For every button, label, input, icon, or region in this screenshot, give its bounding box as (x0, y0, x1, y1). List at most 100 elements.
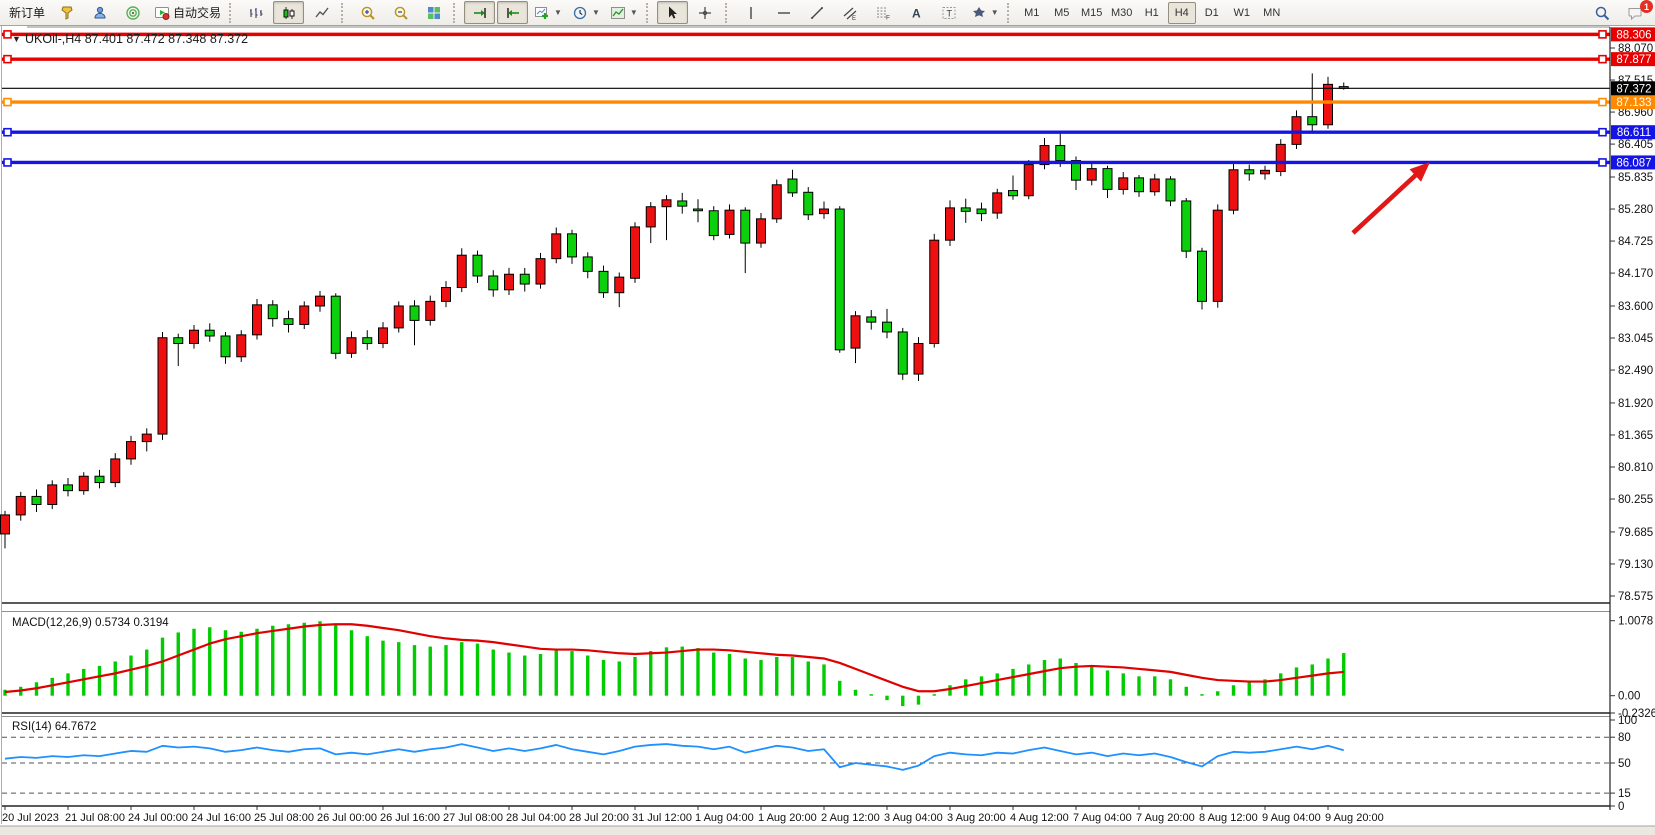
linec-icon (314, 7, 329, 17)
symbol-dropdown-icon[interactable]: ▼ (12, 34, 21, 44)
hline-price-tag: 87.877 (1611, 52, 1655, 67)
line-handle[interactable] (1598, 97, 1607, 107)
line-handle[interactable] (1598, 127, 1607, 137)
price-tick-label: 85.280 (1618, 204, 1653, 216)
timeframe-m5-button[interactable]: M5 (1054, 6, 1070, 19)
candle (220, 331, 231, 364)
candle (1228, 164, 1239, 215)
zoom-out-button[interactable] (385, 1, 416, 24)
time-tick-label: 28 Jul 04:00 (506, 812, 566, 824)
horizontal-line-object[interactable] (2, 30, 1610, 39)
toolbar-separator (229, 2, 236, 23)
candle (1165, 176, 1176, 207)
chart-shift-button[interactable] (497, 1, 529, 24)
candle (141, 428, 152, 452)
candle (1023, 159, 1034, 200)
rsi-label: RSI(14) 64.7672 (12, 721, 96, 733)
horizontal-line-button[interactable] (769, 1, 800, 24)
time-tick-label: 26 Jul 00:00 (317, 812, 377, 824)
line-handle[interactable] (3, 127, 12, 137)
timeframe-h4-button[interactable]: H4 (1167, 1, 1196, 24)
chevron-down-icon: ▼ (591, 8, 600, 17)
zoomout-icon (394, 6, 408, 20)
time-tick-label: 20 Jul 2023 (2, 812, 59, 824)
search-button[interactable] (1586, 1, 1617, 24)
new-order-button[interactable]: 新订单 (5, 1, 49, 24)
cursor-button[interactable] (656, 1, 688, 24)
crosshair-button[interactable] (690, 1, 721, 24)
horizontal-line-object[interactable] (2, 97, 1610, 107)
toolbar-separator (724, 2, 732, 23)
candle-icon (283, 6, 295, 19)
line-handle[interactable] (3, 54, 12, 64)
arrows-button[interactable]: ▼ (967, 1, 1003, 24)
autotrading-button[interactable]: 自动交易 (150, 1, 225, 24)
funnel-button[interactable] (51, 1, 82, 24)
signals-button[interactable] (117, 1, 148, 24)
candle (472, 250, 483, 283)
timeframe-m30-button[interactable]: M30 (1111, 6, 1133, 19)
candle (425, 295, 436, 326)
period-button[interactable]: ▼ (568, 1, 604, 24)
svg-text:86.087: 86.087 (1616, 157, 1651, 169)
time-tick-label: 31 Jul 12:00 (632, 812, 692, 824)
candle (535, 252, 546, 289)
chat-button[interactable]: 1 (1619, 0, 1653, 24)
candle (1134, 174, 1144, 197)
candle (47, 480, 58, 510)
timeframe-h1-button[interactable]: H1 (1144, 6, 1159, 19)
time-tick-label: 8 Aug 12:00 (1199, 812, 1258, 824)
candle (897, 327, 908, 380)
time-tick-label: 28 Jul 20:00 (569, 812, 629, 824)
zoom-in-button[interactable] (352, 1, 383, 24)
textA-icon: A (912, 6, 921, 20)
price-tick-label: 81.365 (1618, 430, 1653, 442)
candle (504, 267, 514, 296)
candle (945, 200, 955, 246)
line-chart-button[interactable] (306, 1, 337, 24)
auto-scroll-button[interactable] (464, 1, 496, 24)
price-tick-label: 84.170 (1618, 268, 1653, 280)
timeframe-m1-button[interactable]: M1 (1024, 6, 1040, 19)
arrow-annotation[interactable] (1351, 162, 1430, 235)
horizontal-line-object[interactable] (2, 54, 1610, 64)
profiles-button[interactable]: ▼ (606, 1, 642, 24)
timeframe-d1-button[interactable]: D1 (1204, 6, 1219, 19)
horizontal-line-object[interactable] (2, 158, 1610, 167)
rsi-line (4, 743, 1344, 771)
vertical-line-button[interactable] (736, 1, 767, 24)
text-button[interactable]: A (901, 1, 932, 24)
profile-publish-button[interactable] (84, 1, 115, 24)
line-handle[interactable] (1598, 158, 1607, 167)
fibonacci-button[interactable]: F (868, 1, 899, 24)
text-label-button[interactable]: T (934, 1, 965, 24)
bar-chart-button[interactable] (240, 1, 271, 24)
chevron-down-icon: ▼ (990, 8, 999, 17)
line-handle[interactable] (3, 158, 12, 167)
time-tick-label: 9 Aug 20:00 (1325, 812, 1384, 824)
textT-icon: T (942, 6, 956, 19)
new-order-button-label: 新订单 (9, 6, 46, 20)
candlestick-chart-button[interactable] (273, 1, 305, 24)
time-axis[interactable]: 20 Jul 2023 21 Jul 08:00 24 Jul 00:00 24 Ju… (2, 806, 1384, 824)
line-handle[interactable] (1598, 30, 1607, 39)
price-tick-label: 81.920 (1618, 398, 1653, 410)
price-tick-label: 83.600 (1618, 301, 1653, 313)
time-tick-label: 3 Aug 04:00 (884, 812, 943, 824)
timeframe-mn-button[interactable]: MN (1263, 6, 1281, 19)
candle (677, 192, 688, 214)
new-chart-button[interactable]: ▼ (530, 1, 566, 24)
trendline-button[interactable] (802, 1, 833, 24)
timeframe-w1-button[interactable]: W1 (1233, 6, 1250, 19)
line-handle[interactable] (3, 30, 12, 39)
equidistant-channel-button[interactable]: E (835, 1, 866, 24)
line-handle[interactable] (1598, 54, 1607, 64)
candle (850, 311, 861, 364)
tile-windows-button[interactable] (418, 1, 449, 24)
price-tick-label: 83.045 (1618, 333, 1653, 345)
line-handle[interactable] (3, 97, 12, 107)
time-tick-label: 25 Jul 08:00 (254, 812, 314, 824)
candle (661, 195, 672, 241)
horizontal-line-object[interactable] (2, 127, 1610, 137)
timeframe-m15-button[interactable]: M15 (1081, 6, 1103, 19)
